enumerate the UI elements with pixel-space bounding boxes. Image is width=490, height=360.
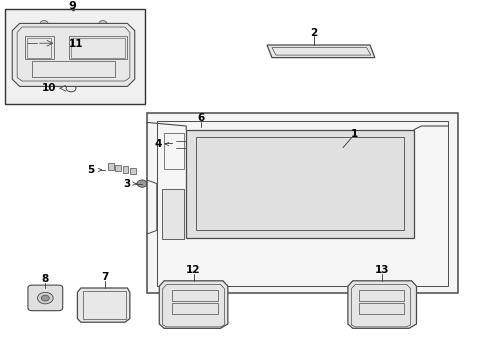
Circle shape <box>137 180 147 187</box>
Circle shape <box>41 295 49 301</box>
Text: 7: 7 <box>101 272 109 282</box>
Text: 5: 5 <box>87 165 94 175</box>
Circle shape <box>440 284 447 289</box>
Circle shape <box>440 201 447 206</box>
Polygon shape <box>267 45 375 58</box>
Bar <box>196 129 201 134</box>
Circle shape <box>288 118 295 123</box>
Circle shape <box>16 33 24 39</box>
Text: 10: 10 <box>42 83 56 93</box>
Text: 9: 9 <box>69 1 76 12</box>
Circle shape <box>338 148 348 155</box>
Polygon shape <box>77 288 130 322</box>
Text: 2: 2 <box>310 28 317 38</box>
Text: 8: 8 <box>42 274 49 284</box>
Polygon shape <box>186 130 414 238</box>
Bar <box>202 129 208 135</box>
Polygon shape <box>147 113 458 293</box>
Circle shape <box>156 201 163 206</box>
Circle shape <box>220 118 226 123</box>
Circle shape <box>156 284 163 289</box>
Circle shape <box>378 318 386 324</box>
Circle shape <box>37 292 53 304</box>
Text: 4: 4 <box>154 139 162 149</box>
Bar <box>130 168 136 174</box>
Bar <box>216 131 221 136</box>
Circle shape <box>288 284 295 289</box>
Bar <box>5 9 145 104</box>
Circle shape <box>99 21 107 26</box>
Circle shape <box>440 118 447 123</box>
FancyBboxPatch shape <box>28 285 63 311</box>
Ellipse shape <box>161 157 177 182</box>
Circle shape <box>123 33 131 39</box>
Circle shape <box>16 69 24 75</box>
Bar <box>189 128 194 133</box>
Text: 13: 13 <box>375 265 390 275</box>
Circle shape <box>220 284 226 289</box>
Bar <box>115 165 121 171</box>
Text: 11: 11 <box>69 39 83 49</box>
Circle shape <box>33 39 45 48</box>
Circle shape <box>190 318 197 324</box>
Text: 6: 6 <box>197 113 204 123</box>
Circle shape <box>123 69 131 75</box>
Polygon shape <box>348 281 416 328</box>
Circle shape <box>357 118 364 123</box>
Circle shape <box>120 302 129 309</box>
Circle shape <box>156 118 163 123</box>
Polygon shape <box>12 23 135 86</box>
Polygon shape <box>162 189 184 239</box>
Circle shape <box>357 284 364 289</box>
Text: 3: 3 <box>124 179 131 189</box>
Polygon shape <box>159 281 228 328</box>
Bar <box>122 166 128 173</box>
Bar <box>108 163 114 170</box>
Ellipse shape <box>433 194 445 213</box>
Bar <box>209 130 215 135</box>
Circle shape <box>40 21 48 26</box>
Text: 1: 1 <box>351 129 358 139</box>
Text: 12: 12 <box>186 265 201 275</box>
